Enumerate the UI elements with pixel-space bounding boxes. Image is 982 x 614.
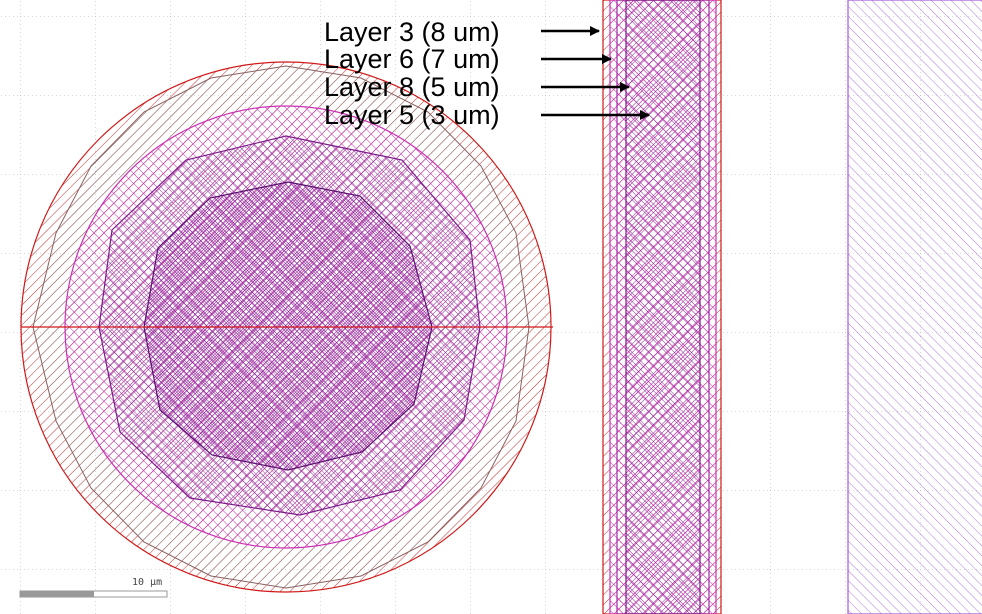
layer-5-polygon [143, 181, 433, 471]
annotation-label-layer-6: Layer 6 (7 um) [324, 44, 500, 74]
annotation-label-layer-5: Layer 5 (3 um) [324, 100, 500, 130]
trace-layer-5 [625, 0, 701, 614]
violet-stripe [847, 0, 982, 614]
via-stack [20, 61, 553, 593]
annotation-label-layer-8: Layer 8 (5 um) [324, 72, 500, 102]
annotations: Layer 3 (8 um) Layer 6 (7 um) Layer 8 (5… [324, 17, 650, 130]
annotation-label-layer-3: Layer 3 (8 um) [324, 17, 500, 47]
scale-bar: 10 µm [19, 577, 168, 598]
scale-bar-fill [20, 591, 94, 597]
scale-bar-label: 10 µm [132, 577, 162, 588]
trace-stack [602, 0, 722, 614]
